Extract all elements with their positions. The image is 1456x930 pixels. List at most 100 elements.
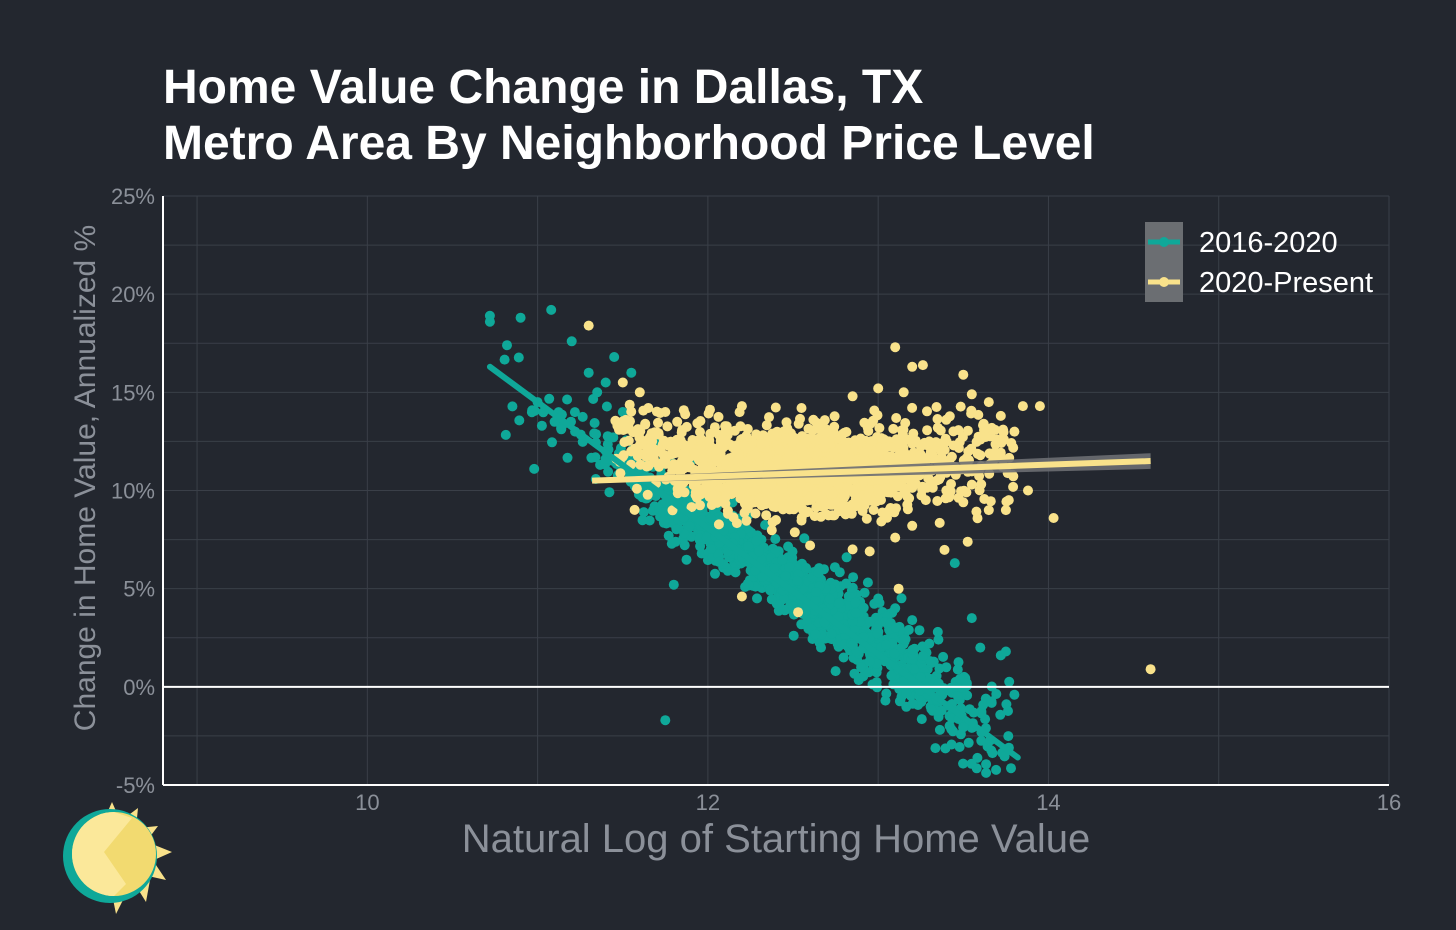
scatter-point-2020-present <box>915 450 926 461</box>
scatter-point-2016-2020 <box>862 577 873 588</box>
scatter-point-2020-present <box>934 517 945 528</box>
scatter-point-2016-2020 <box>963 737 974 748</box>
scatter-point-2016-2020 <box>765 584 775 595</box>
scatter-point-2016-2020 <box>848 572 859 583</box>
scatter-point-2020-present <box>643 403 654 413</box>
scatter-point-2016-2020 <box>847 582 858 593</box>
scatter-point-2020-present <box>902 499 913 510</box>
scatter-point-2020-present <box>895 481 906 492</box>
scatter-point-2016-2020 <box>926 704 937 714</box>
scatter-point-2020-present <box>819 415 830 426</box>
scatter-point-2016-2020 <box>671 524 682 535</box>
scatter-point-2016-2020 <box>658 507 669 518</box>
scatter-point-2020-present <box>825 499 836 510</box>
scatter-point-2016-2020 <box>681 554 692 565</box>
scatter-point-2020-present <box>998 427 1009 438</box>
scatter-point-2016-2020 <box>529 463 540 474</box>
scatter-point-2020-present <box>1145 664 1156 675</box>
scatter-point-2016-2020 <box>886 670 897 681</box>
scatter-point-2016-2020 <box>756 554 767 565</box>
scatter-point-2020-present <box>931 402 942 412</box>
scatter-point-2020-present <box>907 402 918 413</box>
scatter-point-2020-present <box>615 468 626 479</box>
scatter-point-2020-present <box>654 446 664 457</box>
scatter-point-2016-2020 <box>958 722 969 733</box>
scatter-point-2020-present <box>907 361 918 372</box>
scatter-point-2020-present <box>742 457 753 467</box>
scatter-point-2020-present <box>963 446 974 457</box>
scatter-point-2016-2020 <box>644 515 655 526</box>
scatter-point-2016-2020 <box>938 651 949 662</box>
scatter-point-2020-present <box>734 453 745 464</box>
scatter-point-2020-present <box>983 505 994 516</box>
scatter-point-2020-present <box>704 435 715 446</box>
scatter-point-2020-present <box>741 498 752 509</box>
scatter-point-2016-2020 <box>529 405 540 416</box>
scatter-point-2016-2020 <box>556 424 567 435</box>
scatter-point-2016-2020 <box>918 650 928 661</box>
scatter-point-2020-present <box>939 544 950 555</box>
scatter-point-2016-2020 <box>1003 731 1014 742</box>
scatter-point-2016-2020 <box>499 354 510 365</box>
scatter-point-2016-2020 <box>873 593 884 604</box>
scatter-point-2016-2020 <box>751 535 762 546</box>
scatter-point-2016-2020 <box>968 707 979 718</box>
scatter-point-2020-present <box>736 591 747 602</box>
scatter-point-2020-present <box>759 495 770 506</box>
y-tick-label: 20% <box>111 282 155 307</box>
scatter-point-2016-2020 <box>899 634 910 645</box>
scatter-point-2020-present <box>686 502 697 513</box>
scatter-point-2020-present <box>617 377 628 388</box>
scatter-point-2020-present <box>828 488 838 499</box>
scatter-point-2020-present <box>958 369 969 380</box>
scatter-point-2020-present <box>908 428 919 439</box>
scatter-point-2020-present <box>966 479 977 490</box>
scatter-point-2016-2020 <box>586 452 597 463</box>
scatter-point-2020-present <box>687 435 698 445</box>
scatter-point-2020-present <box>890 532 901 543</box>
scatter-point-2016-2020 <box>816 642 826 653</box>
scatter-point-2020-present <box>839 427 850 438</box>
scatter-point-2016-2020 <box>706 513 716 524</box>
scatter-point-2016-2020 <box>740 581 751 592</box>
scatter-point-2020-present <box>953 425 964 436</box>
trend-lines <box>486 363 1151 761</box>
scatter-point-2016-2020 <box>792 575 803 586</box>
scatter-point-2020-present <box>634 387 645 398</box>
scatter-point-2016-2020 <box>752 593 762 604</box>
scatter-point-2020-present <box>731 518 742 529</box>
scatter-point-2016-2020 <box>1000 646 1011 657</box>
scatter-point-2020-present <box>934 474 945 485</box>
scatter-point-2020-present <box>769 462 780 473</box>
scatter-point-2020-present <box>761 510 772 521</box>
scatter-point-2016-2020 <box>788 630 799 641</box>
scatter-point-2020-present <box>703 408 714 419</box>
scatter-point-2016-2020 <box>966 613 977 624</box>
scatter-point-2016-2020 <box>663 530 674 541</box>
scatter-point-2020-present <box>857 506 868 516</box>
scatter-point-2020-present <box>847 484 858 495</box>
scatter-point-2020-present <box>955 401 966 412</box>
scatter-point-2020-present <box>971 436 982 447</box>
y-tick-label: 10% <box>111 479 155 504</box>
scatter-point-2016-2020 <box>769 563 780 574</box>
scatter-point-2016-2020 <box>502 340 512 351</box>
scatter-point-2016-2020 <box>784 562 795 573</box>
scatter-point-2020-present <box>787 437 797 448</box>
scatter-point-2016-2020 <box>859 587 870 598</box>
data-points <box>484 304 1156 778</box>
scatter-point-2016-2020 <box>867 679 878 690</box>
scatter-point-2020-present <box>631 483 642 494</box>
scatter-point-2016-2020 <box>500 429 511 440</box>
x-tick-label: 12 <box>696 790 720 815</box>
scatter-point-2020-present <box>795 413 805 424</box>
scatter-point-2016-2020 <box>811 587 821 597</box>
scatter-point-2016-2020 <box>513 352 524 363</box>
scatter-point-2016-2020 <box>949 558 960 569</box>
scatter-point-2020-present <box>858 447 869 458</box>
scatter-point-2016-2020 <box>915 672 926 682</box>
scatter-point-2016-2020 <box>865 616 876 627</box>
scatter-point-2020-present <box>1008 481 1019 492</box>
scatter-point-2020-present <box>932 422 943 433</box>
y-axis-label: Change in Home Value, Annualized % <box>69 225 102 731</box>
